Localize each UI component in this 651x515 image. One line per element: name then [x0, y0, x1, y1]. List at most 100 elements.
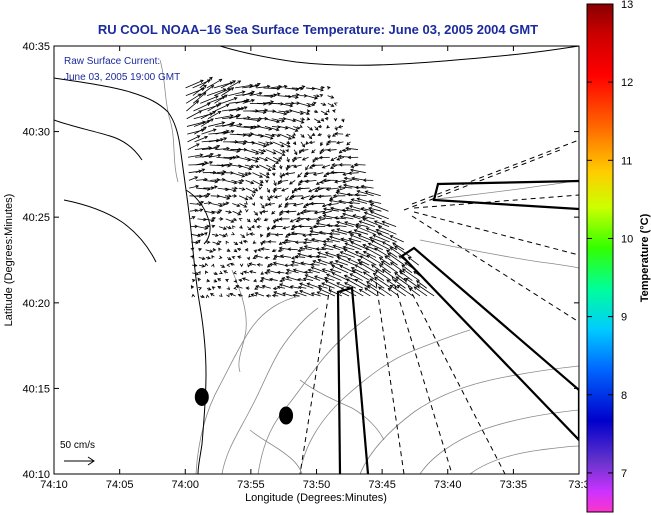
current-vector: [228, 100, 248, 104]
current-vector: [229, 123, 242, 127]
current-vector: [187, 143, 200, 150]
current-vector: [356, 223, 368, 228]
current-vector-head: [350, 267, 355, 271]
current-vector: [337, 256, 356, 266]
current-vector-head: [249, 196, 253, 200]
current-vector: [279, 126, 288, 129]
current-vector: [309, 141, 316, 144]
current-vector: [340, 287, 357, 297]
current-vector-head: [331, 272, 336, 276]
current-vector-head: [307, 103, 312, 108]
current-vector-head: [329, 261, 333, 265]
current-vector-head: [309, 201, 314, 206]
current-vector-head: [334, 127, 338, 131]
current-vector-head: [238, 122, 243, 127]
current-vector-head: [296, 212, 301, 216]
current-vector: [273, 291, 286, 297]
current-vector: [258, 141, 270, 146]
current-vector-head: [260, 179, 264, 184]
current-vector-head: [265, 294, 270, 298]
current-vector: [254, 255, 263, 258]
current-vector: [204, 218, 215, 222]
current-vector-head: [221, 172, 225, 176]
current-vector-head: [193, 263, 198, 268]
current-vector: [324, 277, 335, 281]
current-vector-head: [337, 185, 342, 189]
current-vector-head: [330, 103, 335, 107]
current-vector-head: [315, 218, 320, 223]
current-vector: [285, 203, 297, 205]
current-vector-head: [235, 284, 240, 289]
current-vector-head: [338, 149, 343, 154]
current-vector: [187, 135, 200, 143]
current-vector-head: [236, 155, 240, 159]
current-vector: [361, 207, 375, 212]
current-vector-head: [394, 245, 398, 249]
current-vector: [256, 85, 270, 89]
current-vector-head: [191, 278, 196, 283]
current-vector-head: [223, 137, 228, 141]
current-vector-head: [216, 144, 221, 149]
current-vector-head: [277, 158, 282, 162]
current-vector: [314, 275, 328, 281]
current-vector-head: [250, 132, 254, 136]
current-vector: [296, 218, 304, 222]
current-vector-head: [226, 293, 230, 298]
current-vector-head: [261, 205, 265, 209]
current-vector-head: [217, 285, 222, 290]
current-vector-head: [413, 271, 417, 275]
current-vector-head: [415, 280, 420, 284]
current-vector: [217, 179, 225, 181]
current-vector-head: [319, 150, 323, 155]
current-vector-head: [260, 271, 265, 275]
current-vector-head: [254, 188, 259, 192]
current-vector-head: [367, 242, 372, 246]
current-vector-head: [285, 210, 290, 214]
current-vector: [277, 286, 286, 289]
current-vector-head: [338, 162, 343, 167]
current-vector-head: [296, 101, 301, 106]
current-vector-head: [321, 203, 326, 208]
current-vector: [355, 186, 367, 189]
current-vector: [290, 218, 297, 223]
current-vector: [390, 235, 404, 243]
current-vector-head: [236, 203, 241, 208]
current-vector-head: [241, 277, 246, 281]
current-vector-head: [204, 262, 209, 267]
current-vector-head: [222, 202, 227, 206]
current-vector: [244, 156, 258, 163]
current-vector: [235, 93, 253, 97]
current-vector: [354, 279, 371, 289]
current-vector: [365, 190, 381, 197]
current-vector: [249, 263, 256, 266]
current-vector: [318, 285, 328, 289]
current-vector-head: [256, 156, 260, 161]
current-vector-head: [222, 234, 227, 238]
current-vector: [318, 195, 332, 197]
current-vector-head: [297, 277, 301, 282]
current-vector: [279, 133, 292, 140]
current-vector: [376, 229, 390, 235]
current-vector-head: [273, 219, 277, 224]
current-vector-head: [301, 117, 306, 121]
current-vector-head: [322, 239, 326, 244]
current-vector-head: [325, 171, 330, 176]
current-vector-head: [322, 211, 326, 215]
current-vector-head: [221, 264, 226, 268]
current-vector: [338, 186, 353, 189]
current-vector-head: [309, 229, 314, 234]
current-vector-head: [343, 282, 348, 286]
current-vector-head: [311, 149, 315, 154]
x-tick-label: 74:00: [172, 479, 200, 491]
current-vector: [243, 271, 250, 274]
current-vector-head: [336, 140, 340, 145]
current-vector-head: [191, 216, 196, 220]
current-vector-head: [196, 135, 201, 139]
current-vector: [240, 233, 245, 238]
current-vector: [286, 276, 300, 281]
contour-line: [221, 307, 319, 474]
current-vector-head: [339, 215, 344, 219]
current-vector-head: [221, 178, 226, 182]
current-vector: [267, 233, 276, 235]
current-vector-head: [319, 94, 324, 98]
